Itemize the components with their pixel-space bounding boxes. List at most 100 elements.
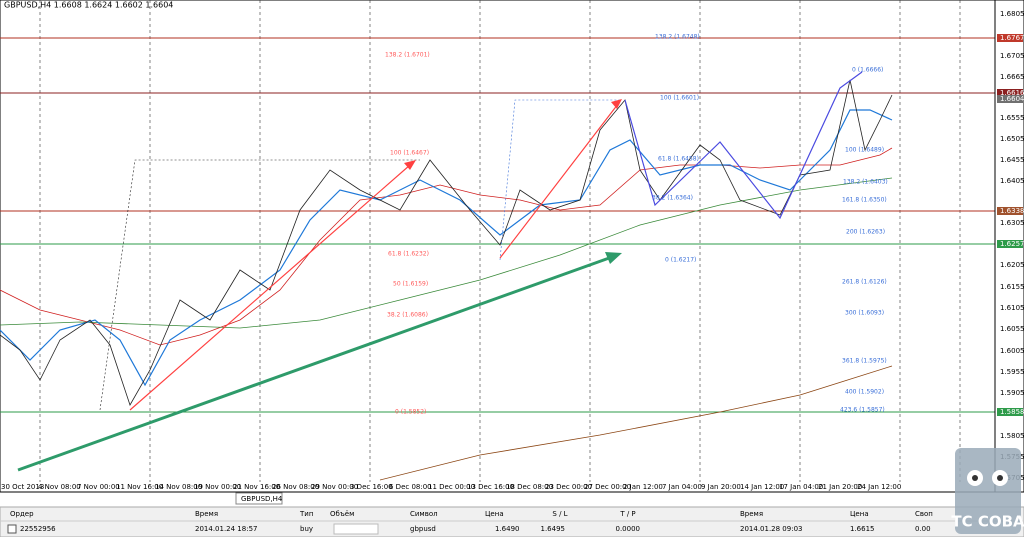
price-label: 1.5905 xyxy=(1000,389,1024,397)
indicators xyxy=(0,79,893,481)
time-label: 29 Nov 00:00 xyxy=(311,483,358,491)
time-label: 11 Nov 16:00 xyxy=(116,483,163,491)
price-label: 1.6405 xyxy=(1000,177,1024,185)
price-label: 1.6616 xyxy=(1000,89,1024,97)
time-label: 30 Oct 2013 xyxy=(1,483,44,491)
price-label: 1.6455 xyxy=(1000,156,1024,164)
table-cell[interactable]: 0.00 xyxy=(915,525,931,533)
price-label: 1.6705 xyxy=(1000,52,1024,60)
table-header: S / L xyxy=(552,510,567,518)
time-label: 6 Dec 08:00 xyxy=(389,483,432,491)
price-highlight xyxy=(997,34,1023,42)
levels xyxy=(0,37,995,413)
fibo-label: 0 (1.6217) xyxy=(665,257,696,264)
time-label: 18 Dec 08:00 xyxy=(506,483,553,491)
time-label: 27 Dec 00:00 xyxy=(584,483,631,491)
time-label: 21 Jan 20:00 xyxy=(818,483,862,491)
price-highlight xyxy=(997,89,1023,97)
volume-cell xyxy=(333,523,379,535)
fibo-label: 200 (1.6263) xyxy=(846,229,885,236)
table-header: Объём xyxy=(330,510,354,518)
price-label: 1.6604 xyxy=(1000,95,1024,103)
price-label: 1.6205 xyxy=(1000,261,1024,269)
fibo-label: 100 (1.6601) xyxy=(660,95,699,102)
price-label: 1.6257 xyxy=(1000,240,1024,248)
fibo-label: 100 (1.6467) xyxy=(390,150,429,157)
time-label: 14 Jan 12:00 xyxy=(740,483,784,491)
fibo-label: 400 (1.5902) xyxy=(845,389,884,396)
table-header: Ордер xyxy=(10,510,34,518)
table-cell[interactable]: 1.6495 xyxy=(541,525,566,533)
fibo-label: 50 (1.6159) xyxy=(393,281,428,288)
table-cell[interactable]: 2014.01.28 09:03 xyxy=(740,525,802,533)
price-label: 1.6665 xyxy=(1000,73,1024,81)
chart-tab[interactable] xyxy=(235,492,283,505)
time-label: 7 Jan 04:00 xyxy=(662,483,702,491)
price-label: 1.6555 xyxy=(1000,114,1024,122)
chart-area xyxy=(0,0,996,493)
price-label: 1.6767 xyxy=(1000,34,1024,42)
price-label: 1.6505 xyxy=(1000,135,1024,143)
time-label: 13 Dec 16:00 xyxy=(467,483,514,491)
table-cell[interactable]: buy xyxy=(300,525,313,533)
price-label: 1.6105 xyxy=(1000,304,1024,312)
symbol-info: GBPUSD,H4 1.6608 1.6624 1.6602 1.6604 xyxy=(4,1,173,10)
fibo-label: 0 (1.5852) xyxy=(395,409,426,416)
table-header: Символ xyxy=(410,510,438,518)
terminal-panel xyxy=(0,506,1024,537)
fibo-label: 61.8 (1.6232) xyxy=(388,251,429,258)
price-label: 1.6338 xyxy=(1000,207,1024,215)
price-label: 1.6805 xyxy=(1000,10,1024,18)
fibo-label: 138.2 (1.6748) xyxy=(655,34,700,41)
table-header: Время xyxy=(195,510,218,518)
fibo-label: 161.8 (1.6350) xyxy=(842,197,887,204)
table-header: Время xyxy=(740,510,763,518)
row-icon[interactable] xyxy=(7,524,17,534)
table-header: Тип xyxy=(299,510,313,518)
table-cell[interactable]: 1.6615 xyxy=(850,525,875,533)
chart-tab-label[interactable]: GBPUSD,H4 xyxy=(241,495,283,503)
fibo-label: 61.8 (1.6458) xyxy=(658,156,699,163)
orders-table: Ордер Время Тип Объём Символ Цена S / L T / P Вр… xyxy=(7,510,933,534)
fibo-label: 361.8 (1.5975) xyxy=(842,358,887,365)
time-label: 21 Nov 16:00 xyxy=(233,483,280,491)
table-cell[interactable]: 1.6490 xyxy=(495,525,520,533)
grid xyxy=(39,0,961,482)
price-highlight xyxy=(997,95,1023,103)
price-label: 1.5955 xyxy=(1000,368,1024,376)
time-label: 7 Nov 00:00 xyxy=(77,483,120,491)
price-highlight xyxy=(997,207,1023,215)
price-label: 1.6005 xyxy=(1000,347,1024,355)
fibo-label: 38.2 (1.6086) xyxy=(387,312,428,319)
price-highlight xyxy=(997,408,1023,416)
price-label: 1.6055 xyxy=(1000,325,1024,333)
fibo-label: 138.2 (1.6403) xyxy=(843,179,888,186)
time-label: 23 Dec 00:00 xyxy=(545,483,592,491)
fibo-label: 423.6 (1.5857) xyxy=(840,407,885,414)
fibo-label: 138.2 (1.6701) xyxy=(385,52,430,59)
fibo-labels: 138.2 (1.6701) 100 (1.6467) 61.8 (1.6232) 5… xyxy=(385,34,888,416)
fibo-label: 38.2 (1.6364) xyxy=(652,195,693,202)
table-cell[interactable]: 0.0000 xyxy=(616,525,641,533)
fibo-label: 100 (1.6489) xyxy=(845,147,884,154)
time-label: 9 Jan 20:00 xyxy=(701,483,741,491)
table-header: T / P xyxy=(619,510,635,518)
price-label: 1.5805 xyxy=(1000,432,1024,440)
time-label: 24 Jan 12:00 xyxy=(857,483,901,491)
logo-text: TC СОВА xyxy=(951,513,1024,531)
time-label: 3 Dec 16:00 xyxy=(350,483,393,491)
logo: TC СОВА xyxy=(951,448,1024,534)
table-header: Цена xyxy=(850,510,869,518)
price-label: 1.6305 xyxy=(1000,219,1024,227)
fibo-label: 300 (1.6093) xyxy=(845,310,884,317)
table-cell[interactable]: 22552956 xyxy=(20,525,56,533)
table-cell[interactable]: gbpusd xyxy=(410,525,436,533)
time-label: 2 Jan 12:00 xyxy=(623,483,663,491)
table-cell[interactable]: 2014.01.24 18:57 xyxy=(195,525,257,533)
price-highlight xyxy=(997,240,1023,248)
price-label: 1.5858 xyxy=(1000,408,1024,416)
